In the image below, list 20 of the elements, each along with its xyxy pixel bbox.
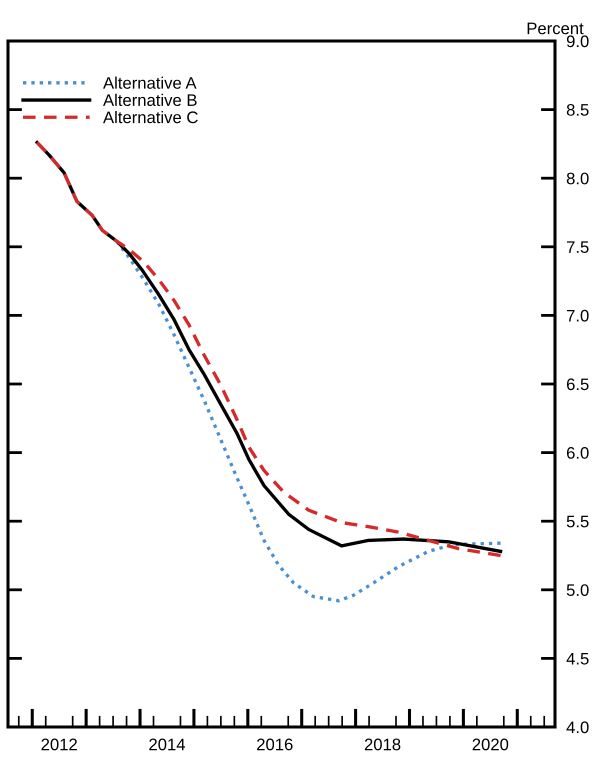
y-tick-label: 4.5 [566,652,589,665]
y-tick-label: 5.5 [566,516,589,528]
x-tick-label: 2016 [257,738,293,750]
legend-label: Alternative A [103,76,197,89]
y-tick-label: 8.0 [566,172,589,184]
y-tick-label: 6.0 [566,447,589,459]
x-tick-label: 2012 [42,738,77,750]
y-axis-title: Percent [528,22,584,34]
x-tick-label: 2020 [472,738,508,750]
y-tick-label: 9.0 [566,35,589,48]
legend-label: Alternative C [103,110,198,124]
y-tick-label: 4.0 [566,721,589,734]
y-tick-label: 7.0 [566,310,589,322]
x-tick-label: 2014 [149,738,186,750]
y-tick-label: 7.5 [566,241,589,254]
legend-label: Alternative B [103,94,197,106]
x-tick-label: 2018 [364,738,400,750]
y-tick-label: 6.5 [566,378,589,390]
y-tick-label: 5.0 [566,584,589,596]
y-tick-label: 8.5 [566,104,589,116]
